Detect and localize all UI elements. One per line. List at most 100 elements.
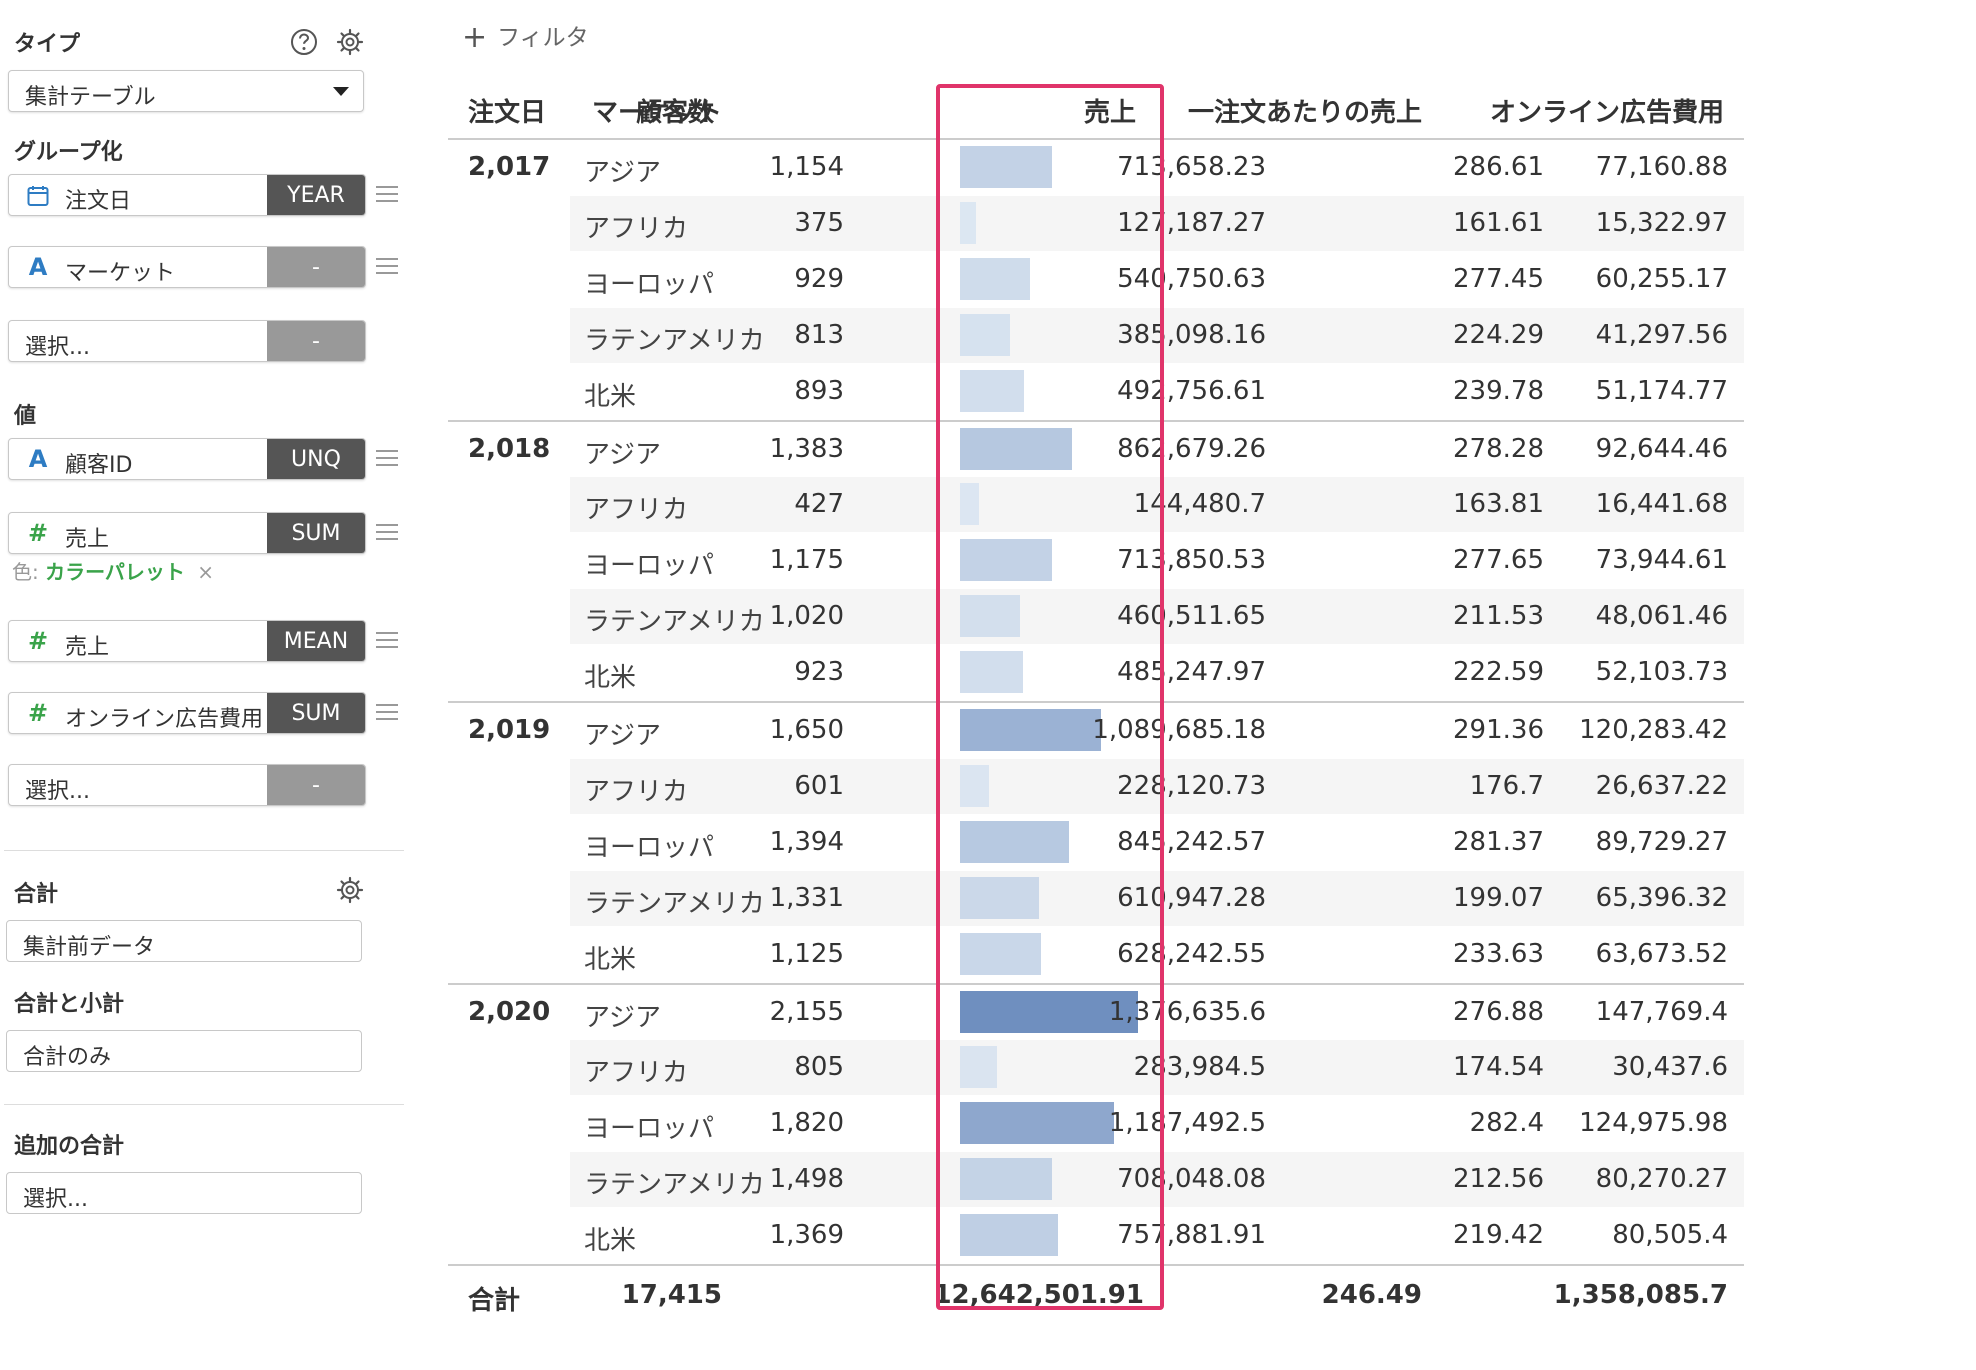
table-row[interactable]: ラテンアメリカ 1,020 460,511.65 211.53 48,061.46 [570, 589, 1744, 645]
sales-color-bar [960, 369, 1024, 412]
table-row[interactable]: 北米 893 492,756.61 239.78 51,174.77 [570, 364, 1744, 419]
total-settings-gear-icon[interactable] [334, 874, 366, 906]
group-field-name: マーケット [65, 261, 176, 286]
group-agg-button[interactable]: - [267, 247, 365, 287]
value-field-sales-mean[interactable]: # 売上 MEAN [8, 620, 366, 662]
color-setting: 色: カラーパレット × [12, 556, 214, 585]
value-agg-button[interactable]: SUM [267, 693, 365, 733]
header-customers[interactable]: 顧客数 [635, 98, 714, 128]
table-row[interactable]: 北米 1,125 628,242.55 233.63 63,673.52 [570, 927, 1744, 982]
table-row[interactable]: ヨーロッパ 1,394 845,242.57 281.37 89,729.27 [570, 815, 1744, 870]
plus-icon: + [462, 20, 488, 55]
sales-color-bar [960, 876, 1039, 919]
group-agg-button[interactable]: YEAR [267, 175, 365, 215]
sales-per-order-cell: 161.61 [1453, 207, 1544, 238]
sales-color-bar [960, 427, 1072, 470]
table-row[interactable]: ラテンアメリカ 1,331 610,947.28 199.07 65,396.32 [570, 870, 1744, 926]
market-cell: ヨーロッパ [584, 551, 715, 582]
additional-total-select[interactable]: 選択... [6, 1172, 362, 1214]
table-row[interactable]: ラテンアメリカ 1,498 708,048.08 212.56 80,270.27 [570, 1152, 1744, 1208]
table-row[interactable]: 北米 923 485,247.97 222.59 52,103.73 [570, 645, 1744, 700]
table-row[interactable]: ラテンアメリカ 813 385,098.16 224.29 41,297.56 [570, 307, 1744, 363]
group-field-order-date[interactable]: 注文日 YEAR [8, 174, 366, 216]
value-agg-button[interactable]: UNQ [267, 439, 365, 479]
customers-cell: 923 [794, 657, 844, 688]
drag-handle-icon[interactable] [376, 632, 398, 650]
table-row[interactable]: アフリカ 601 228,120.73 176.7 26,637.22 [570, 758, 1744, 814]
number-type-icon: # [27, 699, 49, 727]
online-ad-cost-cell: 16,441.68 [1595, 489, 1728, 520]
group-agg-button[interactable]: - [267, 321, 365, 361]
table-row[interactable]: アジア 1,154 713,658.23 286.61 77,160.88 [570, 140, 1744, 195]
customers-cell: 1,820 [769, 1108, 844, 1139]
table-row[interactable]: アフリカ 805 283,984.5 174.54 30,437.6 [570, 1040, 1744, 1096]
value-field-name: 売上 [65, 635, 110, 660]
values-label: 値 [14, 404, 37, 429]
type-select[interactable]: 集計テーブル [8, 70, 364, 112]
sales-per-order-cell: 219.42 [1453, 1220, 1544, 1251]
market-cell: ヨーロッパ [584, 269, 715, 300]
sales-per-order-cell: 277.65 [1453, 545, 1544, 576]
online-ad-cost-cell: 30,437.6 [1612, 1052, 1728, 1083]
sales-cell: 628,242.55 [1117, 938, 1266, 969]
total-source-select[interactable]: 集計前データ [6, 920, 362, 962]
header-order-date[interactable]: 注文日 [468, 98, 547, 128]
drag-handle-icon[interactable] [376, 186, 398, 204]
sales-cell: 845,242.57 [1117, 826, 1266, 857]
total-label: 合計 [14, 882, 59, 907]
value-field-sales-sum[interactable]: # 売上 SUM [8, 512, 366, 554]
table-row[interactable]: アフリカ 375 127,187.27 161.61 15,322.97 [570, 195, 1744, 251]
table-row[interactable]: アフリカ 427 144,480.7 163.81 16,441.68 [570, 477, 1744, 533]
header-sales[interactable]: 売上 [1083, 98, 1136, 128]
subtotal-label: 合計と小計 [14, 992, 125, 1017]
value-agg-button[interactable]: MEAN [267, 621, 365, 661]
type-settings-gear-icon[interactable] [334, 26, 366, 58]
sales-cell: 1,089,685.18 [1092, 715, 1266, 745]
close-icon[interactable]: × [197, 560, 215, 584]
table-row[interactable]: ヨーロッパ 1,820 1,187,492.5 282.4 124,975.98 [570, 1096, 1744, 1151]
chevron-down-icon [333, 87, 349, 96]
value-agg-button[interactable]: - [267, 765, 365, 805]
group-field-select[interactable]: 選択... - [8, 320, 366, 362]
table-row[interactable]: アジア 2,155 1,376,635.6 276.88 147,769.4 [570, 985, 1744, 1040]
online-ad-cost-cell: 60,255.17 [1595, 263, 1728, 294]
sales-per-order-cell: 163.81 [1453, 489, 1544, 520]
table-row[interactable]: アジア 1,650 1,089,685.18 291.36 120,283.42 [570, 703, 1744, 758]
total-row: 合計 17,415 12,642,501.91 246.49 1,358,085.7 [448, 1266, 1744, 1326]
drag-handle-icon[interactable] [376, 450, 398, 468]
value-field-online-ad-cost[interactable]: # オンライン広告費用 SUM [8, 692, 366, 734]
group-field-market[interactable]: A マーケット - [8, 246, 366, 288]
customers-cell: 1,369 [769, 1220, 844, 1251]
online-ad-cost-cell: 52,103.73 [1595, 657, 1728, 688]
value-field-customer-id[interactable]: A 顧客ID UNQ [8, 438, 366, 480]
online-ad-cost-cell: 147,769.4 [1595, 996, 1728, 1027]
sales-color-bar [960, 1158, 1052, 1201]
drag-handle-icon[interactable] [376, 524, 398, 542]
table-row[interactable]: 北米 1,369 757,881.91 219.42 80,505.4 [570, 1208, 1744, 1263]
drag-handle-icon[interactable] [376, 258, 398, 276]
drag-handle-icon[interactable] [376, 704, 398, 722]
value-agg-button[interactable]: SUM [267, 513, 365, 553]
header-market[interactable]: マーケット [592, 98, 723, 128]
total-customers: 17,415 [621, 1280, 722, 1310]
sales-cell: 708,048.08 [1117, 1164, 1266, 1195]
customers-cell: 893 [794, 375, 844, 406]
table-row[interactable]: アジア 1,383 862,679.26 278.28 92,644.46 [570, 422, 1744, 477]
subtotal-select[interactable]: 合計のみ [6, 1030, 362, 1072]
customers-cell: 1,331 [769, 882, 844, 913]
group-divider [448, 701, 1744, 703]
color-palette-link[interactable]: カラーパレット [45, 560, 185, 584]
value-field-select[interactable]: 選択... - [8, 764, 366, 806]
header-sales-per-order[interactable]: 一注文あたりの売上 [1187, 98, 1422, 128]
sales-per-order-cell: 176.7 [1469, 770, 1544, 801]
sales-cell: 460,511.65 [1117, 601, 1266, 632]
help-icon[interactable] [288, 26, 320, 58]
group-divider [448, 419, 1744, 422]
header-online-ad-cost[interactable]: オンライン広告費用 [1489, 98, 1724, 128]
table-row[interactable]: ヨーロッパ 929 540,750.63 277.45 60,255.17 [570, 252, 1744, 307]
online-ad-cost-cell: 41,297.56 [1595, 319, 1728, 350]
add-filter-button[interactable]: + フィルタ [462, 18, 589, 55]
sales-cell: 385,098.16 [1117, 319, 1266, 350]
sales-cell: 713,658.23 [1117, 152, 1266, 182]
table-row[interactable]: ヨーロッパ 1,175 713,850.53 277.65 73,944.61 [570, 533, 1744, 588]
